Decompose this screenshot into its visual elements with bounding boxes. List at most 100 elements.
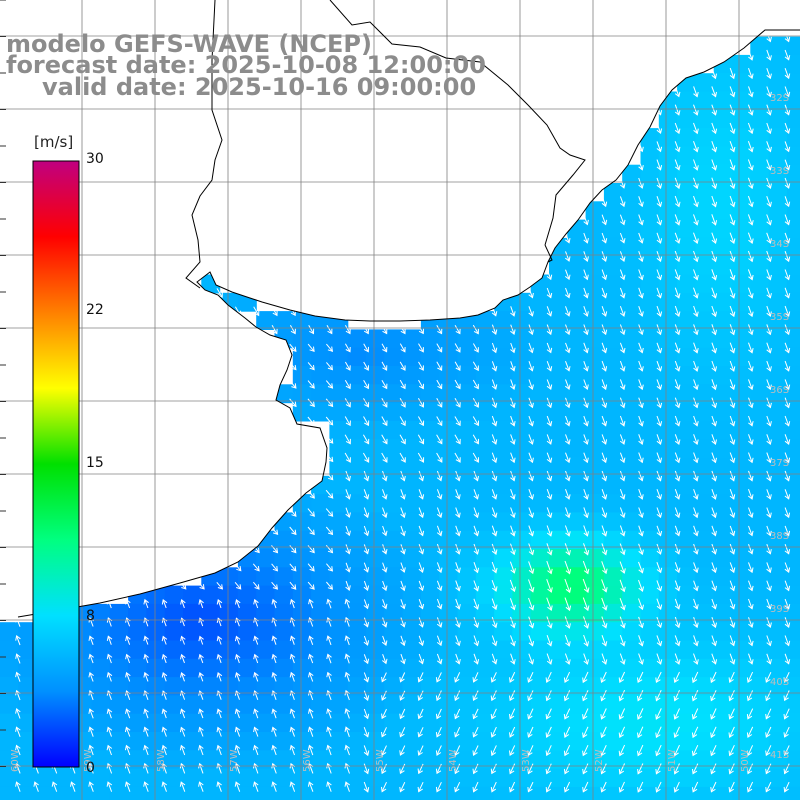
wind-arrow	[656, 562, 663, 574]
speed-cell	[786, 402, 800, 422]
speed-cell	[457, 329, 477, 349]
speed-cell	[732, 457, 751, 477]
speed-cell	[640, 183, 660, 202]
speed-cell	[677, 402, 696, 422]
wind-arrow	[510, 653, 516, 665]
wind-arrow	[656, 397, 663, 409]
speed-cell	[0, 622, 19, 642]
speed-cell	[567, 549, 587, 568]
speed-cell	[549, 347, 568, 367]
wind-arrow	[418, 617, 425, 628]
speed-cell	[713, 128, 733, 147]
wind-arrow	[363, 325, 369, 335]
wind-arrow	[729, 543, 736, 555]
wind-arrow	[747, 214, 754, 226]
speed-cell	[786, 91, 800, 111]
speed-cell	[603, 439, 623, 459]
speed-cell	[549, 292, 568, 312]
speed-cell	[311, 494, 330, 513]
speed-cell	[530, 786, 550, 800]
wind-arrow	[307, 343, 315, 353]
speed-cell	[713, 237, 733, 257]
speed-cell	[750, 109, 770, 129]
speed-cell	[640, 732, 660, 751]
wind-arrow	[473, 635, 480, 647]
speed-cell	[549, 512, 568, 532]
wind-arrow	[161, 726, 168, 737]
speed-cell	[622, 695, 642, 715]
wind-arrow	[583, 452, 589, 464]
wind-arrow	[729, 250, 736, 263]
speed-cell	[640, 384, 660, 404]
speed-cell	[512, 420, 532, 440]
wind-arrow	[307, 508, 315, 517]
speed-cell	[768, 677, 788, 696]
wind-arrow	[179, 581, 187, 590]
wind-arrow	[693, 141, 699, 153]
speed-cell	[402, 603, 422, 623]
wind-arrow	[436, 379, 443, 390]
speed-cell	[146, 786, 166, 800]
wind-arrow	[619, 452, 626, 464]
border-line	[185, 0, 223, 289]
speed-cell	[786, 109, 800, 129]
speed-cell	[183, 585, 202, 605]
wind-arrow	[125, 708, 131, 719]
wind-arrow	[638, 196, 644, 208]
wind-arrow	[711, 434, 717, 445]
wind-arrow	[693, 305, 699, 318]
speed-cell	[292, 640, 312, 660]
speed-cell	[91, 713, 111, 733]
colorbar-tick-0: 0	[86, 760, 95, 776]
wind-arrow	[655, 689, 662, 702]
speed-cell	[658, 512, 678, 532]
wind-arrow	[638, 507, 644, 519]
speed-cell	[366, 347, 385, 367]
speed-cell	[713, 768, 733, 788]
speed-cell	[713, 164, 733, 184]
speed-cell	[128, 732, 147, 751]
wind-arrow	[711, 250, 718, 263]
speed-cell	[146, 732, 166, 751]
wind-arrows	[15, 31, 791, 793]
speed-cell	[750, 36, 770, 56]
wind-arrow	[381, 763, 387, 775]
wind-arrow	[784, 104, 791, 116]
wind-arrow	[601, 342, 608, 354]
speed-cell	[237, 677, 257, 696]
wind-arrow	[106, 744, 113, 756]
wind-arrow	[307, 362, 315, 371]
wind-arrow	[710, 763, 717, 775]
speed-cell	[695, 256, 715, 276]
speed-cell	[640, 164, 660, 184]
speed-cell	[530, 640, 550, 660]
speed-cell	[640, 274, 660, 294]
wind-arrow	[601, 525, 608, 537]
speed-cell	[164, 585, 184, 605]
speed-cell	[475, 585, 495, 605]
wind-arrow	[436, 324, 443, 335]
wind-arrow	[436, 525, 443, 537]
wind-arrow	[528, 397, 534, 409]
wind-arrow	[747, 562, 754, 574]
speed-cell	[311, 786, 330, 800]
speed-cell	[768, 237, 788, 257]
speed-cell	[457, 384, 477, 404]
speed-cell	[622, 713, 642, 733]
wind-arrow	[436, 580, 443, 592]
wind-arrow	[399, 690, 406, 701]
speed-cell	[786, 237, 800, 257]
wind-arrow	[638, 214, 644, 226]
speed-cell	[512, 603, 532, 623]
wind-arrow	[417, 745, 424, 756]
speed-cell	[750, 164, 770, 184]
wind-arrow	[747, 195, 754, 208]
wind-arrow	[124, 744, 131, 756]
wind-arrow	[638, 653, 644, 665]
wind-arrow	[728, 726, 735, 738]
wind-arrow	[399, 452, 406, 463]
speed-cell	[494, 402, 513, 422]
speed-cell	[713, 475, 733, 495]
speed-cell	[292, 713, 312, 733]
wind-arrow	[546, 489, 553, 500]
